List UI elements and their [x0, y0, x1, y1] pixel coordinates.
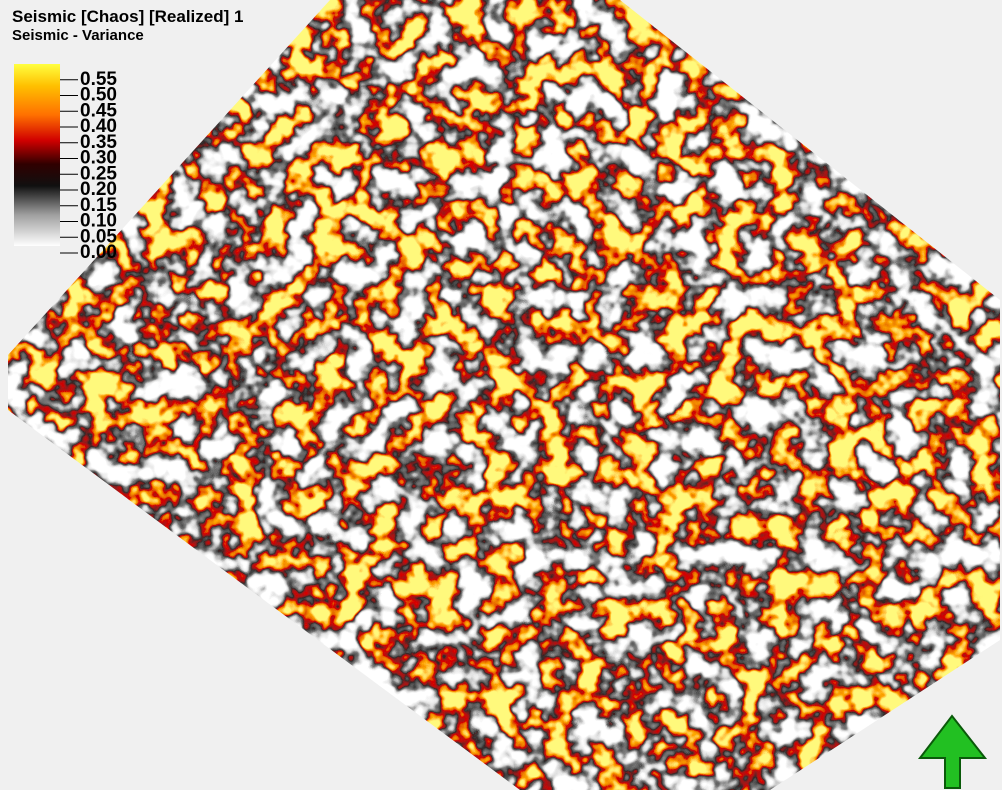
seismic-surface	[0, 0, 1002, 790]
subtitle: Seismic - Variance	[12, 27, 144, 44]
north-arrow	[920, 716, 985, 788]
title: Seismic [Chaos] [Realized] 1	[12, 7, 243, 26]
tick-label: 0.00	[80, 242, 117, 263]
color-scale	[14, 64, 60, 246]
viewport: Seismic [Chaos] [Realized] 1 Seismic - V…	[0, 0, 1002, 790]
